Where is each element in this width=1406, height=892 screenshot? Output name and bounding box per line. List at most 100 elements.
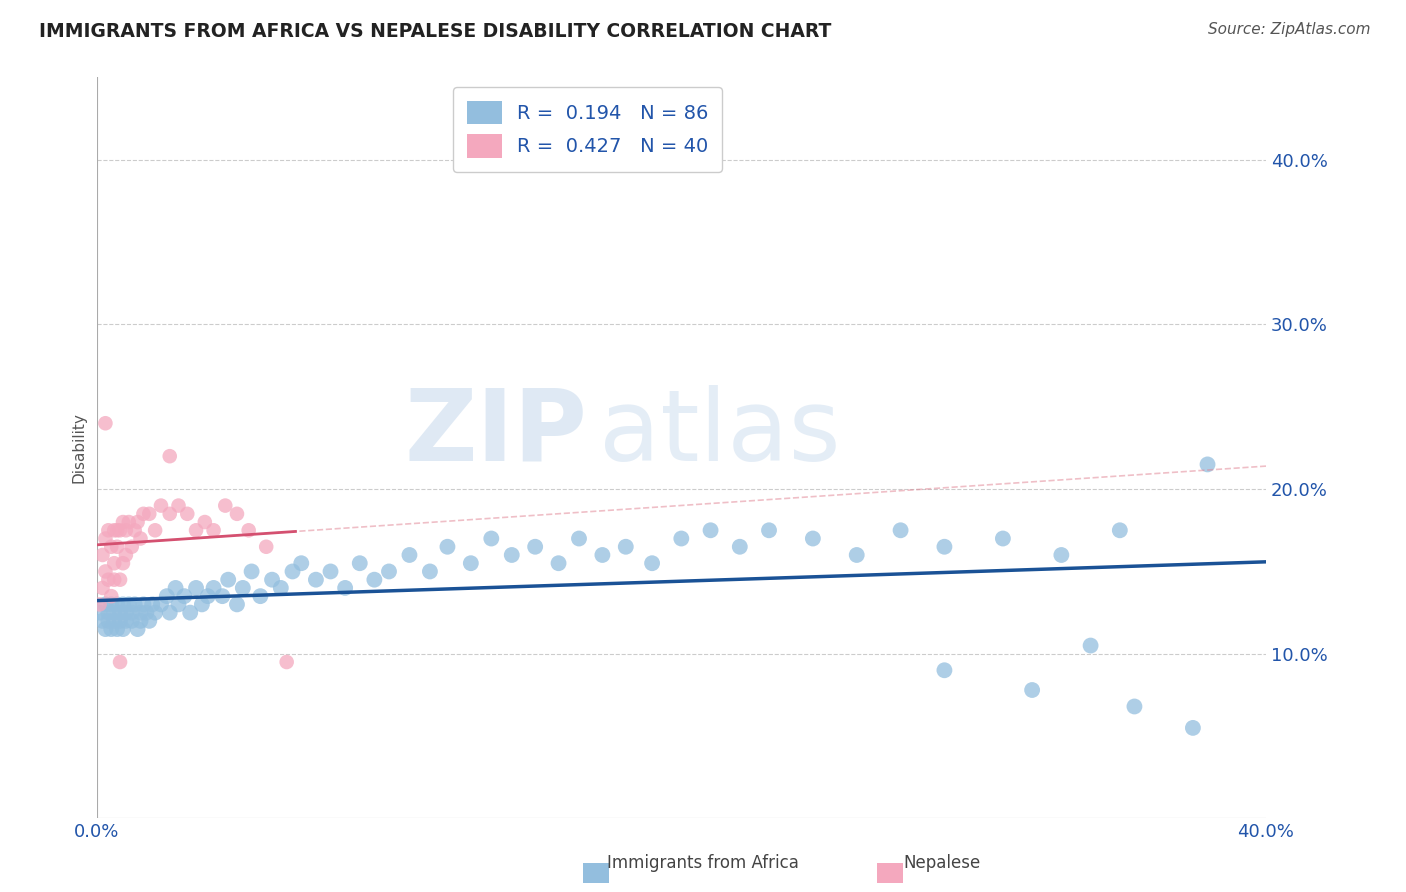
Point xyxy=(226,507,249,521)
Point xyxy=(378,565,401,579)
Point xyxy=(103,614,125,628)
Point xyxy=(699,523,721,537)
Point xyxy=(845,548,868,562)
Point xyxy=(127,622,149,636)
Point xyxy=(641,556,664,570)
Point xyxy=(124,523,146,537)
Point xyxy=(173,589,195,603)
Point xyxy=(94,416,117,430)
Point xyxy=(127,515,149,529)
Point xyxy=(149,598,172,612)
Point xyxy=(614,540,637,554)
Point xyxy=(115,606,138,620)
Point xyxy=(238,523,260,537)
Point xyxy=(105,598,128,612)
Point xyxy=(149,499,172,513)
Point xyxy=(115,548,138,562)
Point xyxy=(211,589,233,603)
Point xyxy=(143,606,166,620)
Point xyxy=(121,540,143,554)
Point xyxy=(138,614,160,628)
Point xyxy=(91,548,114,562)
Point xyxy=(214,499,236,513)
Point xyxy=(398,548,420,562)
Point xyxy=(100,589,122,603)
Point xyxy=(890,523,912,537)
Point xyxy=(524,540,547,554)
Point xyxy=(249,589,271,603)
Point xyxy=(129,532,152,546)
Point xyxy=(115,523,138,537)
Point xyxy=(132,507,155,521)
Point xyxy=(260,573,283,587)
Legend: R =  0.194   N = 86, R =  0.427   N = 40: R = 0.194 N = 86, R = 0.427 N = 40 xyxy=(453,87,723,171)
Point xyxy=(460,556,482,570)
Point xyxy=(167,499,190,513)
Point xyxy=(118,515,141,529)
Point xyxy=(1050,548,1073,562)
Point xyxy=(202,523,225,537)
Point xyxy=(108,523,131,537)
Point xyxy=(363,573,385,587)
Point xyxy=(97,606,120,620)
Point xyxy=(167,598,190,612)
Point xyxy=(179,606,201,620)
Point xyxy=(94,532,117,546)
Point xyxy=(202,581,225,595)
Point xyxy=(91,614,114,628)
Point xyxy=(108,606,131,620)
Point xyxy=(111,515,134,529)
Point xyxy=(419,565,441,579)
Text: atlas: atlas xyxy=(599,384,841,482)
Point xyxy=(333,581,356,595)
Point xyxy=(934,663,956,677)
Point xyxy=(176,507,198,521)
Point xyxy=(436,540,458,554)
Point xyxy=(281,565,304,579)
Point xyxy=(276,655,298,669)
Point xyxy=(270,581,292,595)
Point xyxy=(100,598,122,612)
Point xyxy=(1108,523,1130,537)
Point xyxy=(501,548,523,562)
Point xyxy=(1021,683,1043,698)
Point xyxy=(547,556,569,570)
Point xyxy=(94,565,117,579)
Point xyxy=(349,556,371,570)
Point xyxy=(129,614,152,628)
Point xyxy=(1181,721,1204,735)
Point xyxy=(91,581,114,595)
Point xyxy=(100,540,122,554)
Point xyxy=(1197,458,1219,472)
Point xyxy=(108,573,131,587)
Point xyxy=(728,540,751,554)
Point xyxy=(568,532,591,546)
Text: IMMIGRANTS FROM AFRICA VS NEPALESE DISABILITY CORRELATION CHART: IMMIGRANTS FROM AFRICA VS NEPALESE DISAB… xyxy=(39,22,832,41)
Point xyxy=(479,532,502,546)
Point xyxy=(671,532,693,546)
Point xyxy=(991,532,1014,546)
Point xyxy=(305,573,328,587)
Point xyxy=(97,523,120,537)
Point xyxy=(97,573,120,587)
Point xyxy=(240,565,263,579)
Point xyxy=(591,548,613,562)
Point xyxy=(801,532,824,546)
Point xyxy=(121,606,143,620)
Point xyxy=(94,598,117,612)
Point xyxy=(89,598,111,612)
Point xyxy=(232,581,254,595)
Point xyxy=(111,556,134,570)
Point xyxy=(165,581,187,595)
Point xyxy=(97,614,120,628)
Point xyxy=(138,507,160,521)
Point xyxy=(124,598,146,612)
Point xyxy=(100,622,122,636)
Text: Source: ZipAtlas.com: Source: ZipAtlas.com xyxy=(1208,22,1371,37)
Point xyxy=(105,523,128,537)
Point xyxy=(105,540,128,554)
Point xyxy=(111,622,134,636)
Point xyxy=(1080,639,1102,653)
Point xyxy=(143,523,166,537)
Point xyxy=(89,606,111,620)
